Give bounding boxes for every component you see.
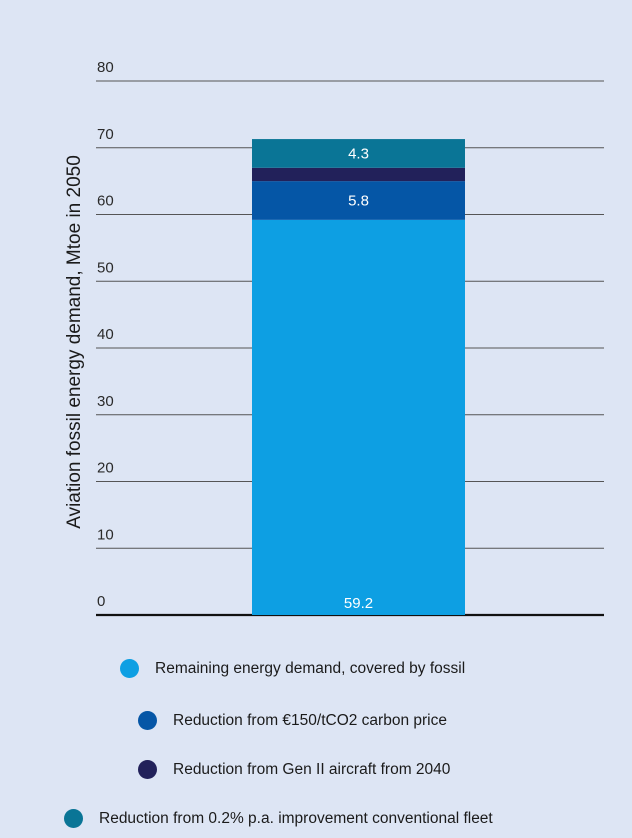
legend-label: Reduction from Gen II aircraft from 2040 bbox=[173, 760, 451, 778]
bar-data-label: 5.8 bbox=[348, 192, 369, 209]
legend-label: Remaining energy demand, covered by foss… bbox=[155, 659, 466, 677]
y-tick-label: 60 bbox=[97, 193, 114, 210]
y-tick-label: 20 bbox=[97, 460, 114, 477]
legend-swatch bbox=[138, 760, 157, 779]
y-tick-label: 30 bbox=[97, 393, 114, 410]
y-tick-label: 40 bbox=[97, 326, 114, 343]
legend-swatch bbox=[120, 659, 139, 678]
y-axis-title: Aviation fossil energy demand, Mtoe in 2… bbox=[64, 155, 85, 529]
legend-label: Reduction from €150/tCO2 carbon price bbox=[173, 711, 447, 729]
y-tick-label: 70 bbox=[97, 126, 114, 143]
legend-item: Reduction from 0.2% p.a. improvement con… bbox=[64, 809, 493, 828]
bar-data-label: 4.3 bbox=[348, 145, 369, 162]
legend-swatch bbox=[138, 711, 157, 730]
bar-data-label: 59.2 bbox=[344, 595, 373, 612]
y-tick-label: 50 bbox=[97, 259, 114, 276]
y-tick-label: 10 bbox=[97, 526, 114, 543]
legend-swatch bbox=[64, 809, 83, 828]
legend-item: Remaining energy demand, covered by foss… bbox=[120, 659, 465, 678]
chart-plot: 0 10 20 30 40 50 60 70 80 59.2 5.8 4.3 Aviation fo… bbox=[64, 59, 604, 617]
bar-segment-3 bbox=[252, 167, 465, 182]
bar-segment-2 bbox=[252, 181, 465, 220]
legend-label: Reduction from 0.2% p.a. improvement con… bbox=[99, 809, 493, 827]
y-tick-label: 0 bbox=[97, 593, 105, 610]
legend: Remaining energy demand, covered by foss… bbox=[0, 648, 632, 838]
legend-item: Reduction from €150/tCO2 carbon price bbox=[138, 711, 447, 730]
legend-item: Reduction from Gen II aircraft from 2040 bbox=[138, 760, 450, 779]
bar-segment-1 bbox=[252, 219, 465, 615]
bar-segment-4 bbox=[252, 139, 465, 168]
y-tick-label: 80 bbox=[97, 59, 114, 76]
